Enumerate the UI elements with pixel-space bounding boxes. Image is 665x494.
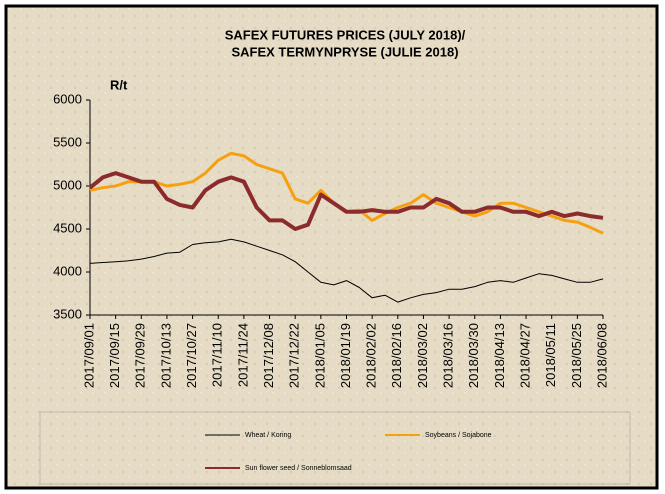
legend-label: Soybeans / Sojabone (425, 432, 492, 439)
legend-box (39, 411, 631, 485)
x-tick-label: 2017/09/01 (81, 323, 96, 388)
chart-subtitle: SAFEX TERMYNPRYSE (JULIE 2018) (231, 44, 458, 59)
chart-title: SAFEX FUTURES PRICES (JULY 2018)/ (225, 27, 466, 42)
y-tick-label: 4000 (53, 263, 82, 278)
x-tick-label: 2018/02/02 (364, 323, 379, 388)
y-tick-label: 5000 (53, 177, 82, 192)
x-tick-label: 2017/12/22 (287, 323, 302, 388)
y-tick-label: 6000 (53, 91, 82, 106)
legend-label: Sun flower seed / Sonneblomsaad (245, 465, 352, 472)
x-tick-label: 2017/11/24 (235, 323, 250, 387)
y-axis-label: R/t (110, 77, 128, 92)
chart-frame (4, 4, 659, 490)
x-tick-label: 2018/01/05 (312, 323, 327, 388)
x-tick-label: 2018/05/25 (569, 323, 584, 388)
x-tick-label: 2017/09/15 (107, 323, 122, 388)
x-tick-label: 2018/03/30 (466, 323, 481, 388)
x-tick-label: 2018/03/16 (441, 323, 456, 388)
x-tick-label: 2018/04/27 (517, 323, 532, 388)
x-tick-label: 2017/10/13 (158, 323, 173, 388)
x-tick-label: 2017/09/29 (133, 323, 148, 388)
x-tick-label: 2018/01/19 (338, 323, 353, 388)
y-tick-label: 3500 (53, 306, 82, 321)
x-tick-label: 2017/11/10 (210, 323, 225, 387)
x-tick-label: 2018/06/08 (594, 323, 609, 388)
x-tick-label: 2018/04/13 (492, 323, 507, 388)
x-tick-label: 2017/12/08 (261, 323, 276, 388)
y-tick-label: 4500 (53, 220, 82, 235)
series-line (89, 238, 604, 303)
x-tick-label: 2017/10/27 (184, 323, 199, 388)
x-tick-label: 2018/03/02 (415, 323, 430, 388)
y-tick-label: 5500 (53, 134, 82, 149)
legend-label: Wheat / Koring (245, 432, 291, 439)
series-line (88, 171, 604, 231)
x-tick-label: 2018/05/11 (543, 323, 558, 387)
x-tick-label: 2018/02/16 (389, 323, 404, 388)
